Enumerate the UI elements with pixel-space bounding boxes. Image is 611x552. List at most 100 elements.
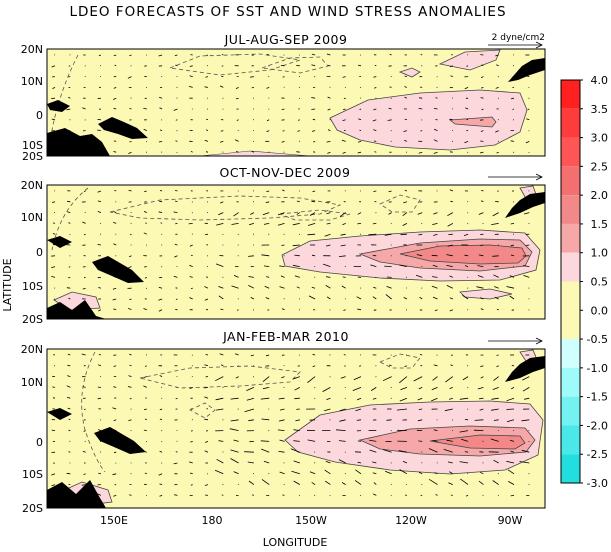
wind-vector	[190, 254, 193, 257]
wind-vector	[343, 309, 346, 311]
wind-vector	[510, 223, 515, 225]
wind-vector	[466, 65, 469, 67]
wind-vector	[297, 130, 300, 132]
wind-vector	[372, 472, 377, 475]
wind-vector	[113, 151, 117, 153]
wind-vector	[205, 129, 209, 131]
colorbar-segment	[561, 454, 580, 483]
vector-scale-label: 2 dyne/cm2	[492, 33, 545, 43]
wind-vector	[220, 364, 224, 367]
wind-vector	[81, 353, 86, 356]
wind-vector	[478, 212, 484, 215]
wind-vector	[278, 419, 285, 422]
wind-vector	[189, 472, 193, 475]
wind-vector	[160, 222, 163, 224]
wind-vector	[384, 470, 392, 475]
wind-vector	[114, 64, 117, 67]
wind-vector	[159, 495, 163, 497]
wind-vector	[235, 151, 239, 153]
wind-vector	[262, 376, 270, 383]
wind-vector	[158, 298, 163, 301]
wind-vector	[174, 494, 178, 496]
y-tick: 20S	[22, 313, 43, 326]
wind-vector	[400, 387, 408, 391]
panel-3-land-png	[94, 427, 146, 454]
wind-vector	[262, 212, 270, 216]
wind-vector	[404, 189, 408, 192]
wind-vector	[205, 430, 209, 432]
colorbar-label: -2.0	[587, 419, 608, 432]
wind-vector	[357, 308, 362, 311]
wind-vector	[266, 190, 270, 192]
wind-vector	[478, 397, 484, 400]
panel-1: JUL-AUG-SEP 2009 2 dyne/cm2	[46, 32, 546, 157]
panel-3-negative-contour-2	[139, 365, 301, 389]
wind-vector	[465, 107, 469, 110]
colorbar-label: -3.0	[587, 477, 608, 490]
y-tick: 10N	[21, 211, 43, 224]
wind-vector	[113, 429, 117, 431]
panel-1-wind-vectors	[51, 53, 530, 154]
wind-vector	[51, 118, 56, 121]
wind-vector	[175, 64, 178, 67]
wind-vector	[231, 285, 239, 289]
wind-vector	[335, 429, 346, 431]
panel-2-negative-contour-2	[279, 209, 351, 221]
wind-vector	[230, 419, 239, 422]
wind-vector	[433, 151, 438, 154]
wind-vector	[188, 86, 193, 88]
wind-vector	[52, 243, 56, 246]
wind-vector	[204, 387, 209, 389]
wind-vector	[175, 451, 178, 453]
wind-vector	[221, 494, 224, 496]
wind-vector	[480, 87, 484, 89]
wind-vector	[370, 264, 377, 267]
wind-vector	[526, 201, 530, 203]
wind-vector	[158, 54, 163, 57]
wind-vector	[113, 211, 117, 213]
wind-vector	[143, 376, 147, 378]
wind-vector	[368, 233, 377, 236]
wind-vector	[278, 397, 285, 400]
wind-vector	[402, 223, 408, 226]
wind-vector	[129, 494, 132, 496]
colorbar-label: 2.5	[591, 160, 609, 173]
wind-vector	[435, 97, 438, 99]
wind-vector	[98, 364, 102, 367]
wind-vector	[129, 233, 132, 236]
wind-vector	[158, 96, 163, 99]
panel-3-land-central-america	[505, 356, 545, 382]
panel-1-land-png	[98, 117, 148, 139]
colorbar-label: -0.5	[587, 333, 608, 346]
wind-vector	[97, 493, 102, 496]
colorbar-segment	[561, 166, 580, 196]
wind-vector	[144, 365, 147, 367]
panel-1-anomaly-light	[329, 89, 528, 151]
wind-vector	[432, 296, 438, 300]
wind-vector	[327, 96, 331, 99]
wind-vector	[510, 97, 515, 100]
wind-vector	[446, 254, 453, 257]
wind-vector	[265, 297, 270, 300]
colorbar-label: -1.5	[587, 391, 608, 404]
wind-vector	[312, 353, 316, 356]
colorbar-segment	[561, 80, 580, 109]
panel-3-land-indonesia	[47, 408, 72, 420]
wind-vector	[342, 276, 346, 278]
colorbar-segment	[561, 396, 580, 426]
wind-vector	[66, 385, 71, 388]
wind-vector	[481, 64, 484, 67]
wind-vector	[446, 285, 453, 289]
wind-vector	[450, 75, 453, 77]
wind-vector	[416, 254, 423, 257]
wind-vector	[83, 190, 86, 192]
wind-vector	[510, 450, 515, 453]
wind-vector	[434, 309, 438, 312]
wind-vector	[493, 419, 499, 421]
wind-vector	[113, 419, 117, 422]
panel-2-land-australia	[47, 300, 106, 319]
wind-vector	[311, 108, 316, 110]
wind-vector	[158, 141, 163, 143]
wind-vector	[81, 484, 86, 486]
wind-vector	[97, 244, 101, 246]
